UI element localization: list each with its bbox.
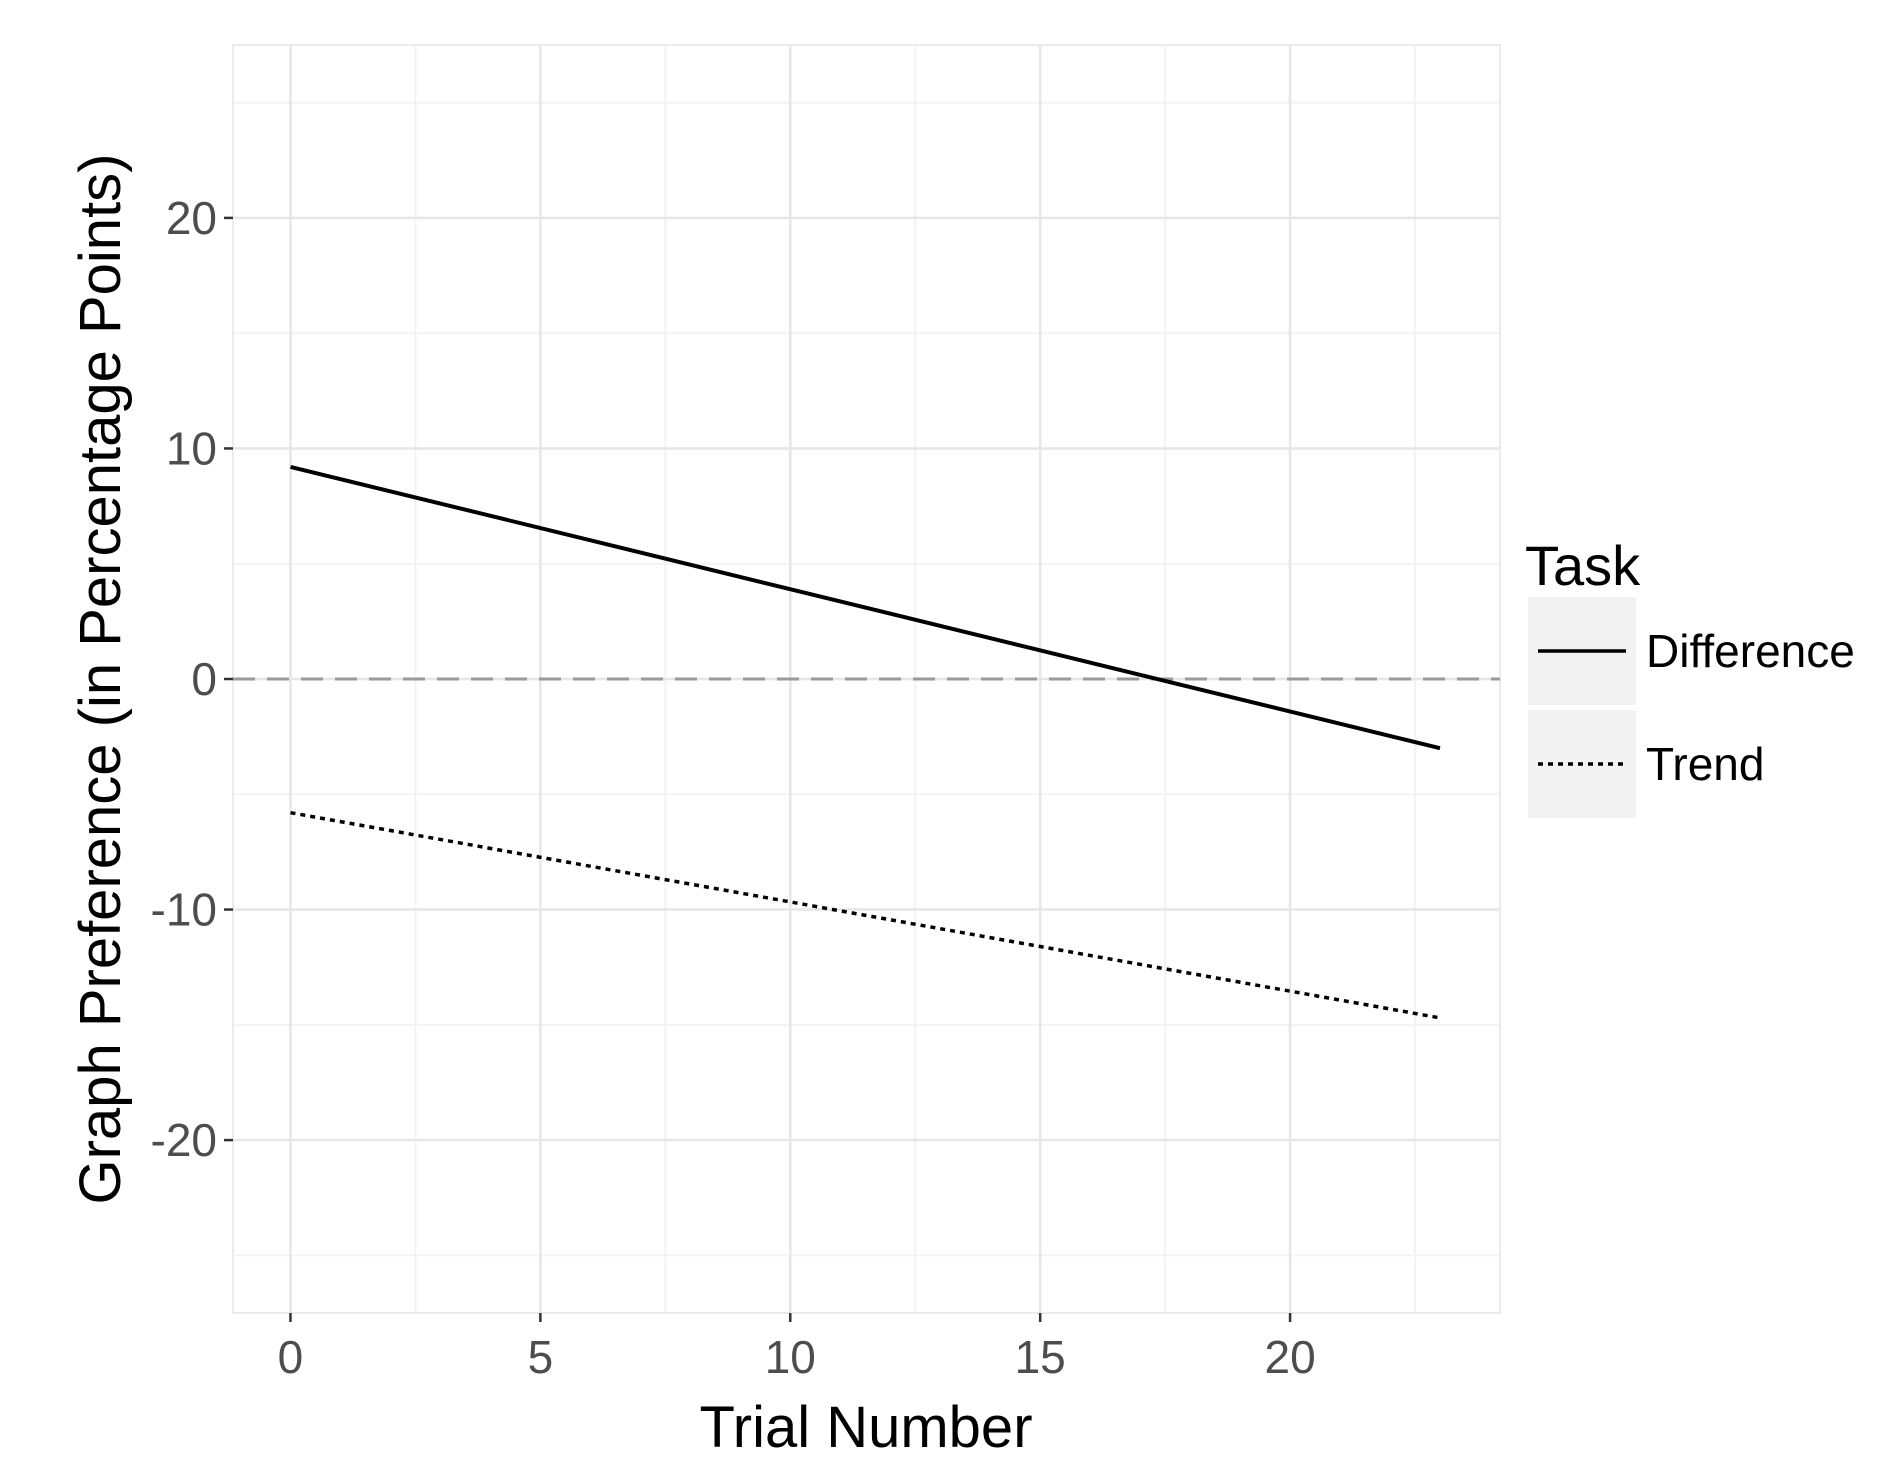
y-axis: -20 -10 0 10 20 [151, 192, 233, 1166]
y-tick-label: -20 [151, 1114, 217, 1166]
legend-title: Task [1525, 534, 1641, 597]
legend-label-difference: Difference [1646, 625, 1855, 677]
y-tick-label: 20 [166, 192, 217, 244]
legend: Task Difference Trend [1525, 534, 1855, 818]
y-tick-label: 10 [166, 422, 217, 474]
x-axis: 0 5 10 15 20 [278, 1313, 1316, 1383]
x-tick-label: 0 [278, 1331, 304, 1383]
series-layer [290, 464, 1441, 1020]
y-axis-title: Graph Preference (in Percentage Points) [68, 154, 133, 1205]
y-tick-label: 0 [191, 653, 217, 705]
series-line-trend [290, 810, 1441, 1020]
series-line-difference [290, 464, 1441, 751]
x-tick-label: 15 [1015, 1331, 1066, 1383]
legend-label-trend: Trend [1646, 738, 1764, 790]
x-tick-label: 20 [1264, 1331, 1315, 1383]
x-axis-title: Trial Number [699, 1395, 1032, 1460]
x-tick-label: 10 [765, 1331, 816, 1383]
x-tick-label: 5 [528, 1331, 554, 1383]
y-tick-label: -10 [151, 884, 217, 936]
